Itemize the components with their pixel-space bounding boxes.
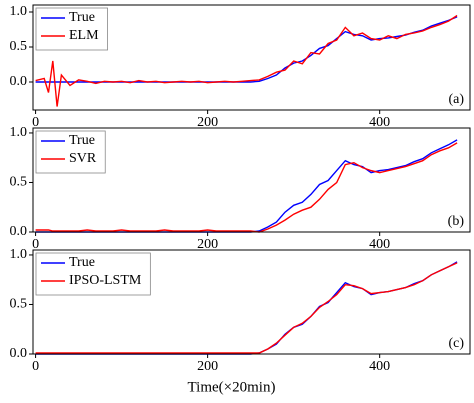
panel-label: (c) [448,336,464,351]
x-tick-label: 0 [32,115,39,130]
legend-label: True [69,10,95,25]
legend-label: SVR [69,151,97,166]
y-tick-label: 0.5 [10,297,28,312]
plot-frame [32,249,471,355]
series-line [35,14,458,107]
series-line [35,262,458,354]
y-tick-label: 0.0 [10,346,28,361]
x-tick-label: 400 [369,359,390,374]
y-tick-label: 1.0 [10,247,28,262]
legend-label: ELM [69,28,99,43]
y-tick-label: 0.0 [10,74,28,89]
x-tick-label: 0 [32,237,39,252]
y-tick-label: 0.0 [10,224,28,239]
legend-label: IPSO-LSTM [69,273,142,288]
panel-label: (b) [448,214,465,229]
panel-label: (a) [448,92,464,107]
y-tick-label: 0.5 [10,175,28,190]
legend-box [35,252,151,296]
plot-frame [32,4,471,111]
legend-box [35,130,106,174]
legend-label: True [69,255,95,270]
legend-box [35,7,108,51]
x-tick-label: 200 [197,359,218,374]
y-tick-label: 1.0 [10,4,28,19]
x-tick-label: 400 [369,115,390,130]
x-tick-label: 0 [32,359,39,374]
x-tick-label: 400 [369,237,390,252]
y-tick-label: 1.0 [10,125,28,140]
x-axis-label: Time(×20min) [188,379,276,395]
y-tick-label: 0.5 [10,39,28,54]
x-tick-label: 200 [197,115,218,130]
x-tick-label: 200 [197,237,218,252]
plot-frame [32,127,471,233]
series-line [35,142,458,233]
legend-label: True [69,133,95,148]
